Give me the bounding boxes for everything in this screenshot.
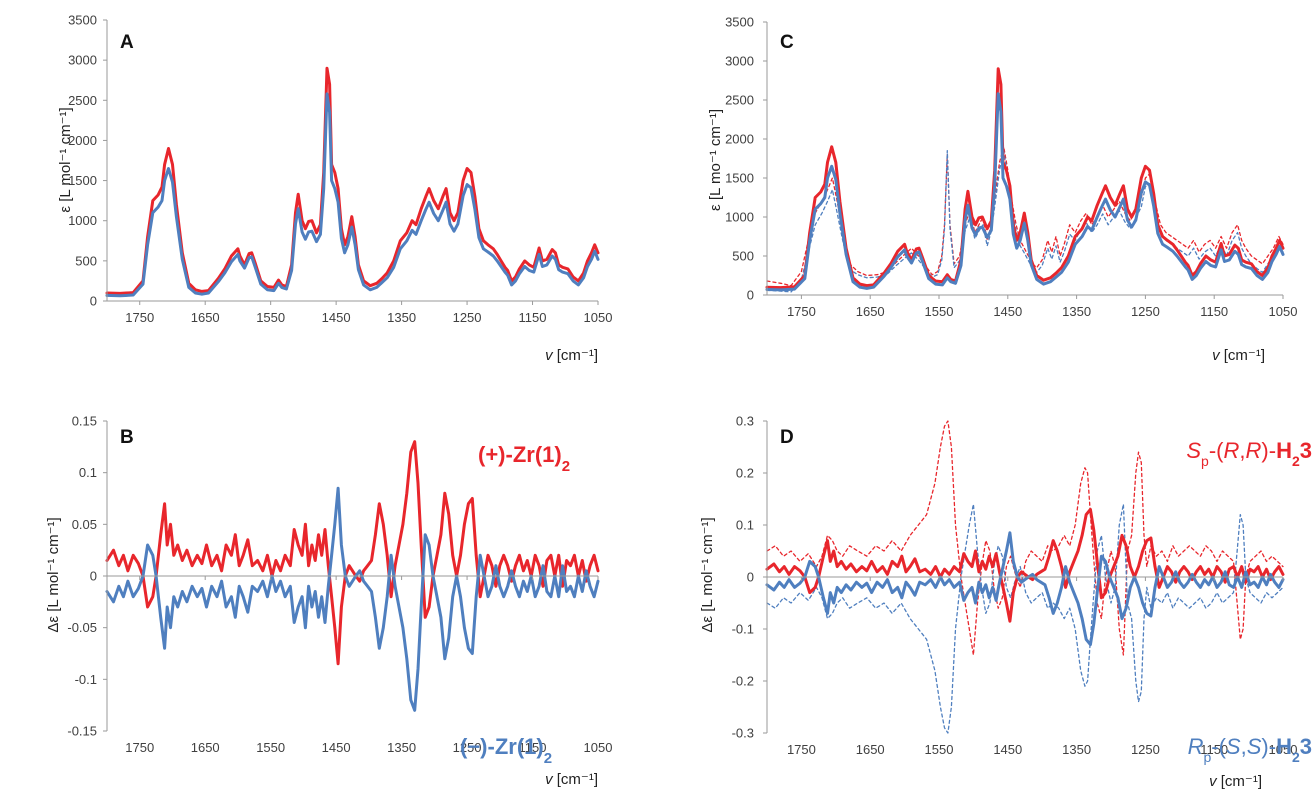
x-tick-label: 1050 bbox=[584, 740, 613, 755]
panel-b-y-axis-label: Δε [L mol⁻¹ cm⁻¹] bbox=[45, 517, 62, 632]
panel-d-x-axis-label: v [cm⁻¹] bbox=[1209, 773, 1262, 790]
panel-c-series-blue-solid bbox=[765, 92, 1285, 292]
y-tick-label: 0 bbox=[90, 294, 97, 309]
y-tick-label: 2500 bbox=[725, 93, 754, 108]
x-tick-label: 1250 bbox=[1131, 304, 1160, 319]
y-tick-label: 0.3 bbox=[736, 414, 754, 429]
y-tick-label: 500 bbox=[75, 253, 97, 268]
y-tick-label: -0.2 bbox=[732, 674, 754, 689]
panel-c-chart: 0 500 1000 1500 2000 2500 3000 3500 1750 1650 1550… bbox=[707, 15, 1297, 365]
x-tick-label: 1150 bbox=[519, 740, 547, 755]
panel-c-letter: C bbox=[780, 32, 794, 53]
panel-a-letter: A bbox=[120, 32, 134, 53]
y-tick-label: 0.1 bbox=[79, 465, 97, 480]
y-tick-label: 3500 bbox=[68, 13, 97, 28]
y-tick-label: 0.05 bbox=[72, 517, 97, 532]
panel-d-y-axis-label: Δε [L mol⁻¹ cm⁻¹] bbox=[699, 517, 716, 632]
panel-a-series-blue-solid bbox=[105, 92, 600, 298]
x-tick-label: 1250 bbox=[1131, 742, 1160, 757]
x-tick-label: 1550 bbox=[925, 304, 954, 319]
y-tick-label: 0 bbox=[747, 288, 754, 303]
x-tick-label: 1650 bbox=[191, 740, 220, 755]
panel-d-series-red-dashed bbox=[766, 420, 1284, 656]
panel-b-x-axis-label: v [cm⁻¹] bbox=[545, 771, 598, 788]
x-tick-label: 1750 bbox=[125, 310, 154, 325]
x-tick-label: 1550 bbox=[256, 740, 285, 755]
x-tick-label: 1350 bbox=[1062, 742, 1091, 757]
x-tick-label: 1650 bbox=[856, 304, 885, 319]
panel-b-letter: B bbox=[120, 427, 134, 448]
panel-a-y-axis-label: ε [L mol⁻¹ cm⁻¹] bbox=[57, 107, 74, 212]
panel-d-series-blue-solid bbox=[765, 531, 1285, 647]
panel-d-chart: -0.3 -0.2 -0.1 0 0.1 0.2 0.3 1750 1650 1550 1450 13… bbox=[699, 414, 1312, 791]
x-tick-label: 1250 bbox=[453, 740, 482, 755]
y-tick-label: 3000 bbox=[725, 54, 754, 69]
x-tick-label: 1750 bbox=[125, 740, 154, 755]
y-tick-label: 0 bbox=[90, 569, 97, 584]
y-tick-label: 2000 bbox=[68, 133, 97, 148]
x-tick-label: 1050 bbox=[584, 310, 613, 325]
x-tick-label: 1650 bbox=[856, 742, 885, 757]
panel-b-series-blue-solid bbox=[105, 486, 600, 712]
x-tick-label: 1350 bbox=[387, 310, 416, 325]
legend-plus-zr: (+)-Zr(1)2 bbox=[478, 442, 570, 475]
x-tick-label: 1450 bbox=[322, 310, 351, 325]
x-tick-label: 1450 bbox=[993, 742, 1022, 757]
x-tick-label: 1550 bbox=[256, 310, 285, 325]
panel-c-y-axis-label: ε [L mo⁻¹ cm⁻¹] bbox=[707, 109, 724, 211]
y-tick-label: 1500 bbox=[68, 173, 97, 188]
y-tick-label: 0.15 bbox=[72, 414, 97, 429]
x-tick-label: 1450 bbox=[322, 740, 351, 755]
panel-c-series-blue-dashed bbox=[766, 150, 1284, 293]
y-tick-label: 0 bbox=[747, 570, 754, 585]
y-tick-label: 3000 bbox=[68, 53, 97, 68]
y-tick-label: -0.15 bbox=[67, 724, 97, 739]
legend-rp-ss-h23: Rp-(S,S)-H23 bbox=[1188, 734, 1312, 765]
x-tick-label: 1750 bbox=[787, 304, 816, 319]
y-tick-label: 1000 bbox=[725, 210, 754, 225]
legend-sp-rr-h23: Sp-(R,R)-H23 bbox=[1186, 438, 1312, 469]
x-tick-label: 1450 bbox=[993, 304, 1022, 319]
y-tick-label: 0.2 bbox=[736, 466, 754, 481]
x-tick-label: 1050 bbox=[1269, 304, 1298, 319]
y-tick-label: -0.1 bbox=[732, 622, 754, 637]
x-tick-label: 1750 bbox=[787, 742, 816, 757]
y-tick-label: -0.1 bbox=[75, 672, 97, 687]
panel-a-series-red-solid bbox=[105, 66, 600, 295]
panel-b-series-red-solid bbox=[105, 440, 600, 666]
x-tick-label: 1250 bbox=[453, 310, 482, 325]
y-tick-label: -0.05 bbox=[67, 620, 97, 635]
panel-d-letter: D bbox=[780, 427, 794, 448]
x-tick-label: 1350 bbox=[387, 740, 416, 755]
y-tick-label: 500 bbox=[732, 249, 754, 264]
y-tick-label: 1000 bbox=[68, 213, 97, 228]
x-tick-label: 1350 bbox=[1062, 304, 1091, 319]
y-tick-label: 2000 bbox=[725, 132, 754, 147]
y-tick-label: 3500 bbox=[725, 15, 754, 30]
panel-a-chart: 0 500 1000 1500 2000 2500 3000 3500 1750 1650 1550… bbox=[57, 13, 612, 365]
y-tick-label: 1500 bbox=[725, 171, 754, 186]
x-tick-label: 1150 bbox=[1200, 742, 1228, 757]
y-tick-label: 2500 bbox=[68, 93, 97, 108]
panel-c-series-red-solid bbox=[765, 67, 1285, 290]
x-tick-label: 1150 bbox=[1200, 304, 1228, 319]
panel-d-series-blue-dashed bbox=[766, 503, 1284, 734]
panel-c-x-axis-label: v [cm⁻¹] bbox=[1212, 347, 1265, 364]
x-tick-label: 1550 bbox=[925, 742, 954, 757]
x-tick-label: 1650 bbox=[191, 310, 220, 325]
y-tick-label: -0.3 bbox=[732, 726, 754, 741]
y-tick-label: 0.1 bbox=[736, 518, 754, 533]
x-tick-label: 1050 bbox=[1269, 742, 1298, 757]
legend-minus-zr: (−)-Zr(1)2 bbox=[460, 734, 552, 767]
panel-a-x-axis-label: v [cm⁻¹] bbox=[545, 347, 598, 364]
panel-b-chart: -0.15 -0.1 -0.05 0 0.05 0.1 0.15 1750 1650 1550 14… bbox=[45, 414, 612, 789]
x-tick-label: 1150 bbox=[519, 310, 547, 325]
